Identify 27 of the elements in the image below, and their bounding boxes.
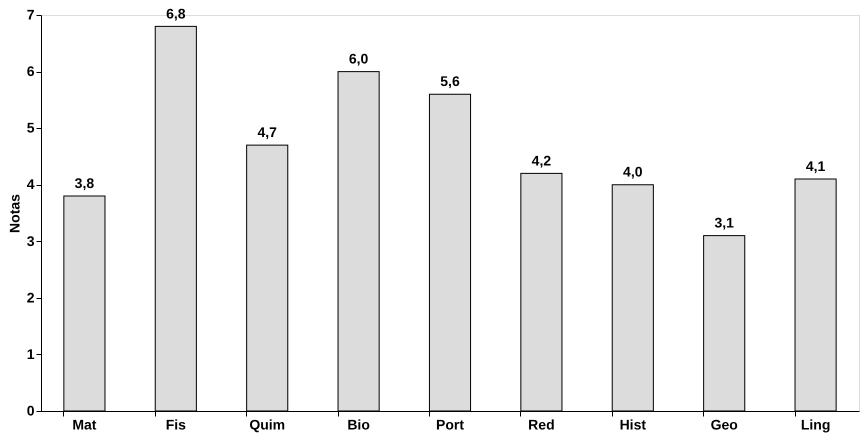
y-tick-label: 5 <box>26 120 35 136</box>
y-tick-label: 2 <box>26 289 35 306</box>
y-tick-label: 0 <box>26 402 35 418</box>
data-label: 5,6 <box>440 73 460 90</box>
data-label: 6,8 <box>166 5 186 22</box>
x-tick-label: Fis <box>166 416 186 432</box>
y-tick-label: 1 <box>26 346 35 362</box>
data-label: 3,1 <box>714 214 734 231</box>
x-tick-label: Ling <box>800 416 830 432</box>
x-tick-label: Red <box>528 416 555 432</box>
x-tick-label: Bio <box>347 416 370 432</box>
data-label: 6,0 <box>348 50 369 67</box>
x-tick-label: Mat <box>72 416 97 432</box>
x-tick-label: Geo <box>710 416 738 432</box>
data-label: 3,8 <box>74 175 94 192</box>
y-axis-title: Notas <box>6 194 23 233</box>
data-label: 4,0 <box>623 164 643 180</box>
y-tick-label: 6 <box>26 63 35 80</box>
data-label: 4,2 <box>532 152 552 168</box>
y-tick-label: 3 <box>26 232 35 249</box>
x-tick-label: Quim <box>249 416 286 432</box>
data-label: 4,1 <box>806 158 826 174</box>
x-tick-label: Hist <box>620 416 646 432</box>
data-label: 4,7 <box>257 124 278 140</box>
y-tick-label: 7 <box>26 6 35 22</box>
y-tick-label: 4 <box>26 176 35 192</box>
x-tick-label: Port <box>436 416 464 432</box>
